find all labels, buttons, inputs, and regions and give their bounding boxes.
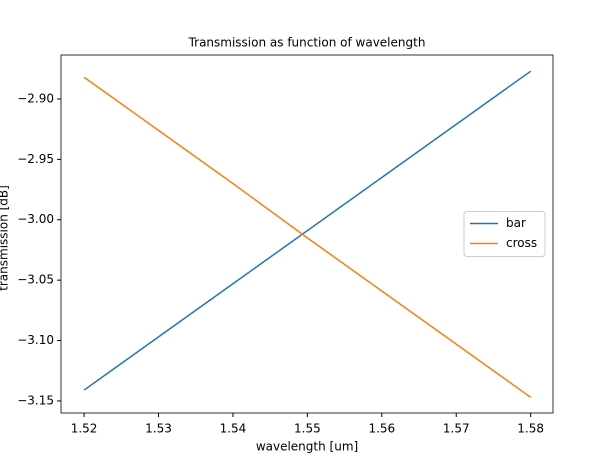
chart-title: Transmission as function of wavelength — [188, 36, 426, 50]
y-tick-label: −3.10 — [17, 333, 54, 347]
data-line — [83, 76, 532, 398]
x-axis-label: wavelength [um] — [256, 440, 358, 454]
y-tick-label: −2.95 — [17, 152, 54, 166]
x-tick-label: 1.52 — [71, 422, 98, 436]
x-tick-label: 1.53 — [145, 422, 172, 436]
x-tick-label: 1.56 — [368, 422, 395, 436]
x-tick-label: 1.58 — [517, 422, 544, 436]
data-line — [83, 70, 532, 391]
y-axis-label: transmission [dB] — [0, 185, 11, 291]
legend-label: cross — [506, 236, 537, 250]
legend-label: bar — [506, 216, 526, 230]
y-tick-label: −3.15 — [17, 393, 54, 407]
x-tick-label: 1.57 — [443, 422, 470, 436]
x-tick-label: 1.54 — [220, 422, 247, 436]
y-tick-label: −3.05 — [17, 273, 54, 287]
plot-frame — [60, 54, 554, 414]
x-tick-label: 1.55 — [294, 422, 321, 436]
y-tick-label: −3.00 — [17, 212, 54, 226]
y-tick-label: −2.90 — [17, 91, 54, 105]
